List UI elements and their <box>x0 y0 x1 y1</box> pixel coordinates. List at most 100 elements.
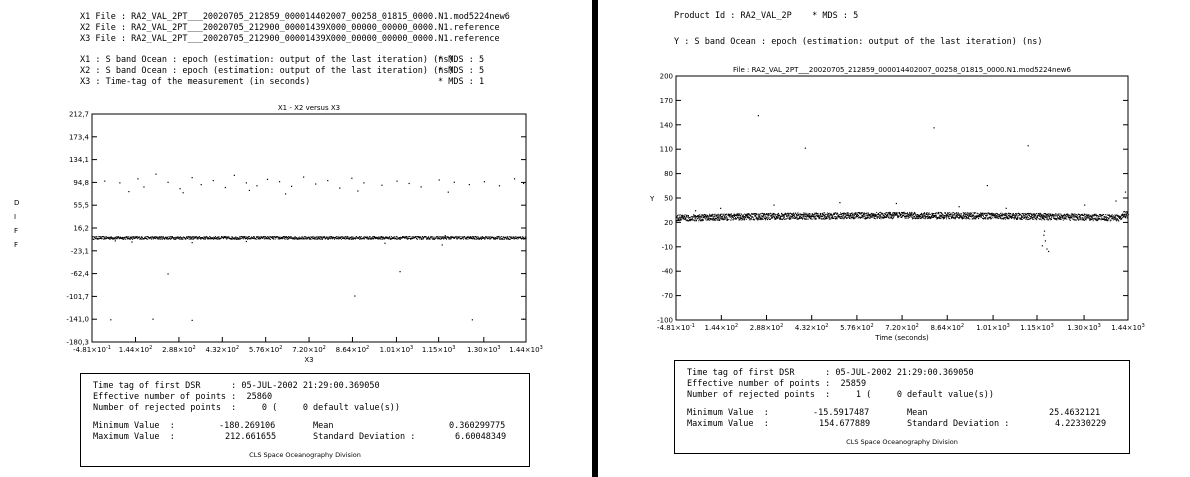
right-stats-box: Time tag of first DSR : 05-JUL-2002 21:2… <box>674 360 1130 454</box>
band-point <box>1019 218 1021 220</box>
band-point <box>113 237 115 239</box>
band-point <box>243 236 245 238</box>
band-point <box>1082 213 1084 215</box>
band-point <box>799 217 801 219</box>
band-point <box>900 215 902 217</box>
band-point <box>826 218 828 220</box>
band-point <box>742 217 744 219</box>
band-point <box>168 237 170 239</box>
band-point <box>867 217 869 219</box>
band-point <box>824 218 826 220</box>
band-point <box>686 215 688 217</box>
band-point <box>884 214 886 216</box>
band-point <box>243 236 245 238</box>
band-point <box>916 217 918 219</box>
band-point <box>688 217 690 219</box>
band-point <box>817 213 819 215</box>
band-point <box>847 215 849 217</box>
band-point <box>271 237 273 239</box>
band-point <box>681 216 683 218</box>
band-point <box>1092 215 1094 217</box>
band-point <box>801 217 803 219</box>
band-point <box>1034 215 1036 217</box>
band-point <box>894 212 896 214</box>
band-point <box>778 214 780 216</box>
band-point <box>849 216 851 218</box>
band-point <box>327 238 329 240</box>
band-point <box>789 212 791 214</box>
band-point <box>707 214 709 216</box>
band-point <box>995 217 997 219</box>
band-point <box>240 238 242 240</box>
band-point <box>1051 216 1053 218</box>
band-point <box>910 212 912 214</box>
band-point <box>701 214 703 216</box>
band-point <box>1123 211 1125 213</box>
band-point <box>199 237 201 239</box>
band-point <box>965 212 967 214</box>
band-point <box>484 238 486 240</box>
band-point <box>929 218 931 220</box>
band-point <box>1122 213 1124 215</box>
band-point <box>767 219 769 221</box>
band-point <box>964 213 966 215</box>
band-point <box>1011 216 1013 218</box>
band-point <box>226 237 228 239</box>
band-point <box>742 219 744 221</box>
band-point <box>791 215 793 217</box>
band-point <box>873 213 875 215</box>
band-point <box>954 218 956 220</box>
min-value: -180.269106 <box>219 421 276 431</box>
band-point <box>409 237 411 239</box>
band-point <box>971 216 973 218</box>
band-point <box>901 216 903 218</box>
band-point <box>756 214 758 216</box>
band-point <box>828 218 830 220</box>
band-point <box>872 213 874 215</box>
band-point <box>1099 217 1101 219</box>
band-point <box>995 213 997 215</box>
band-point <box>747 215 749 217</box>
band-point <box>375 236 377 238</box>
band-point <box>525 237 527 239</box>
band-point <box>928 215 930 217</box>
band-point <box>447 237 449 239</box>
band-point <box>830 215 832 217</box>
band-point <box>939 216 941 218</box>
band-point <box>819 215 821 217</box>
outlier-point <box>396 180 398 182</box>
product-id: Product Id : RA2_VAL_2P * MDS : 5 <box>674 11 859 21</box>
band-point <box>974 216 976 218</box>
band-point <box>1042 217 1044 219</box>
band-point <box>1037 214 1039 216</box>
band-point <box>820 218 822 220</box>
band-point <box>801 217 803 219</box>
band-point <box>481 236 483 238</box>
band-point <box>245 237 247 239</box>
band-point <box>516 238 518 240</box>
band-point <box>816 213 818 215</box>
band-point <box>732 215 734 217</box>
band-point <box>963 216 965 218</box>
band-point <box>260 236 262 238</box>
band-point <box>792 215 794 217</box>
outlier-point <box>384 242 386 244</box>
band-point <box>341 237 343 239</box>
band-point <box>1022 216 1024 218</box>
band-point <box>330 236 332 238</box>
band-point <box>694 218 696 220</box>
band-point <box>1024 213 1026 215</box>
band-point <box>252 237 254 239</box>
band-point <box>1109 214 1111 216</box>
band-point <box>677 214 679 216</box>
band-point <box>150 236 152 238</box>
band-point <box>767 213 769 215</box>
right-scatter-chart: File : RA2_VAL_2PT___20020705_212859_000… <box>649 66 1145 342</box>
band-point <box>970 212 972 214</box>
plot-frame <box>675 75 1129 321</box>
band-point <box>1046 217 1048 219</box>
band-point <box>170 238 172 240</box>
band-point <box>290 236 292 238</box>
band-point <box>935 215 937 217</box>
band-point <box>797 217 799 219</box>
